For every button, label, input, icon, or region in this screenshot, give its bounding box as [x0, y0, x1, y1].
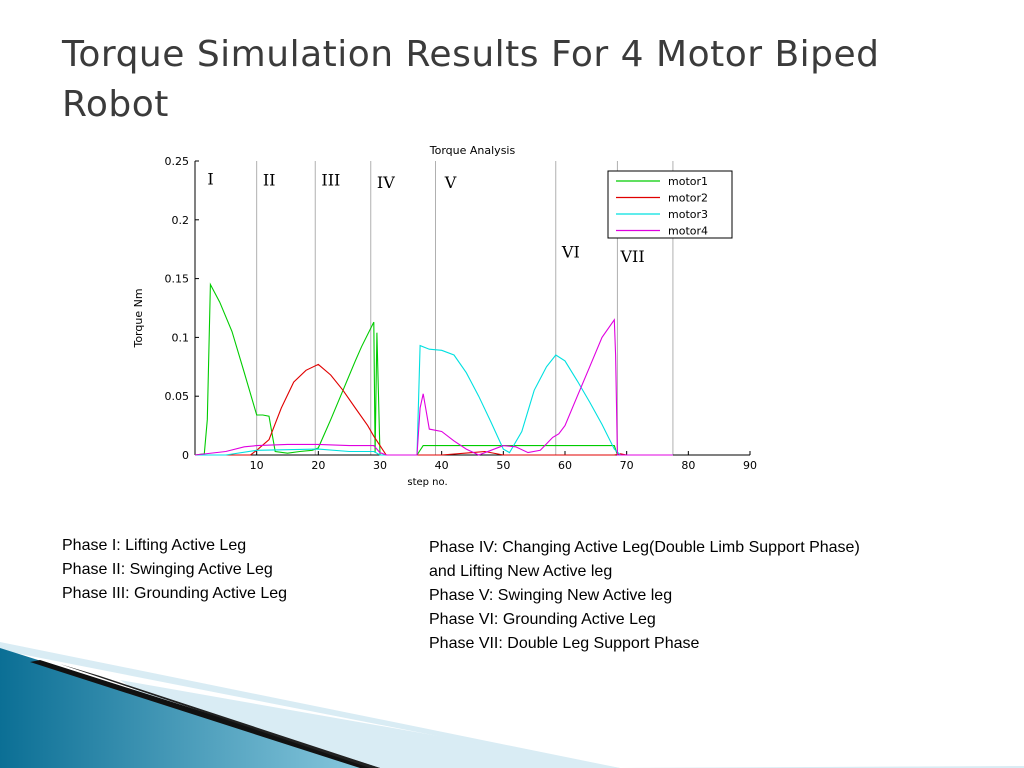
phase-label: I	[207, 170, 213, 189]
note-phase-7: Phase VII: Double Leg Support Phase	[429, 635, 700, 652]
x-tick-label: 40	[435, 459, 449, 472]
note-phase-2: Phase II: Swinging Active Leg	[62, 561, 273, 578]
torque-chart: Torque Analysis 0 0.05 0.1 0.15 0.2 0.25 10 20 30…	[132, 144, 757, 488]
x-tick-label: 30	[373, 459, 387, 472]
y-tick-label: 0.2	[172, 214, 190, 227]
swoosh-pale-wide	[120, 680, 620, 768]
phase-notes-right: Phase IV: Changing Active Leg(Double Lim…	[429, 536, 860, 656]
y-tick-label: 0.1	[172, 331, 190, 344]
phase-label: V	[444, 173, 457, 192]
note-phase-3: Phase III: Grounding Active Leg	[62, 585, 288, 602]
legend-box	[607, 170, 733, 239]
phase-label: VII	[620, 247, 645, 266]
swoosh-dark-stripe-2	[60, 664, 380, 768]
x-tick-label: 80	[681, 459, 695, 472]
legend-label-motor2: motor2	[668, 192, 708, 205]
series-line-motor2	[195, 363, 673, 456]
slide-title: Torque Simulation Results For 4 Motor Bi…	[62, 34, 880, 125]
chart-title: Torque Analysis	[429, 144, 516, 157]
series-line-motor4	[194, 318, 673, 456]
x-axis-label: step no.	[407, 477, 447, 488]
y-tick-label: 0.15	[165, 273, 190, 286]
x-tick-label: 90	[743, 459, 757, 472]
y-tick-label: 0.25	[165, 155, 190, 168]
legend-label-motor3: motor3	[668, 208, 708, 221]
decorative-swoosh	[0, 642, 1024, 768]
note-phase-4: Phase IV: Changing Active Leg(Double Lim…	[429, 539, 860, 556]
y-tick-label: 0.05	[165, 390, 190, 403]
x-tick-label: 70	[620, 459, 634, 472]
note-phase-5: Phase V: Swinging New Active leg	[429, 587, 673, 604]
series-line-motor3	[195, 344, 673, 456]
legend-label-motor1: motor1	[668, 175, 708, 188]
legend-label-motor4: motor4	[668, 225, 708, 238]
x-tick-label: 50	[496, 459, 510, 472]
x-tick-label: 10	[250, 459, 264, 472]
series-line-motor1	[194, 282, 673, 456]
note-phase-6: Phase VI: Grounding Active Leg	[429, 611, 656, 628]
y-tick-label: 0	[182, 449, 189, 462]
phase-label: VI	[561, 242, 580, 261]
note-phase-4-continued: and Lifting New Active leg	[429, 563, 613, 580]
x-tick-label: 20	[311, 459, 325, 472]
phase-label: IV	[377, 173, 395, 192]
y-axis-label: Torque Nm	[132, 288, 145, 348]
x-tick-label: 60	[558, 459, 572, 472]
phase-notes-left: Phase I: Lifting Active Leg Phase II: Sw…	[62, 534, 287, 606]
note-phase-1: Phase I: Lifting Active Leg	[62, 537, 247, 554]
phase-label: II	[263, 171, 276, 190]
phase-label: III	[321, 171, 340, 190]
